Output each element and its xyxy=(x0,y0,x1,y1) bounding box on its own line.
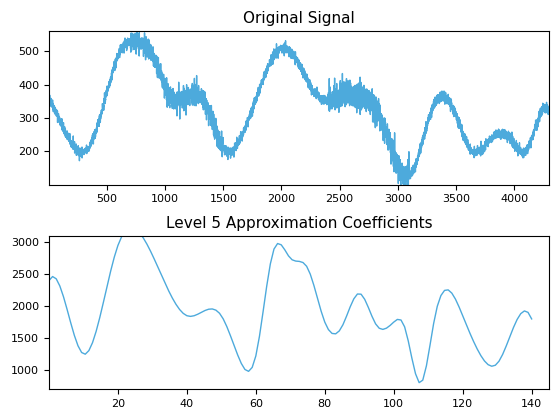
Title: Level 5 Approximation Coefficients: Level 5 Approximation Coefficients xyxy=(166,215,432,231)
Title: Original Signal: Original Signal xyxy=(243,11,355,26)
